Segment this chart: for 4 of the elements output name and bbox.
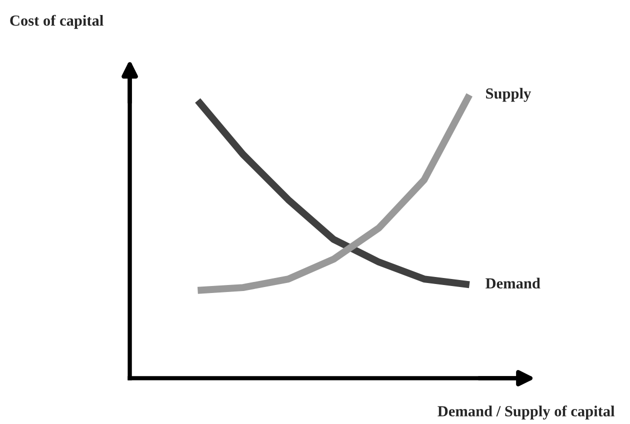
- series-label: Demand: [486, 278, 540, 289]
- text: Cost of capital: [10, 14, 104, 29]
- series-label: Supply: [486, 88, 531, 102]
- x-axis-title: Demand / Supply of capital: [438, 405, 615, 420]
